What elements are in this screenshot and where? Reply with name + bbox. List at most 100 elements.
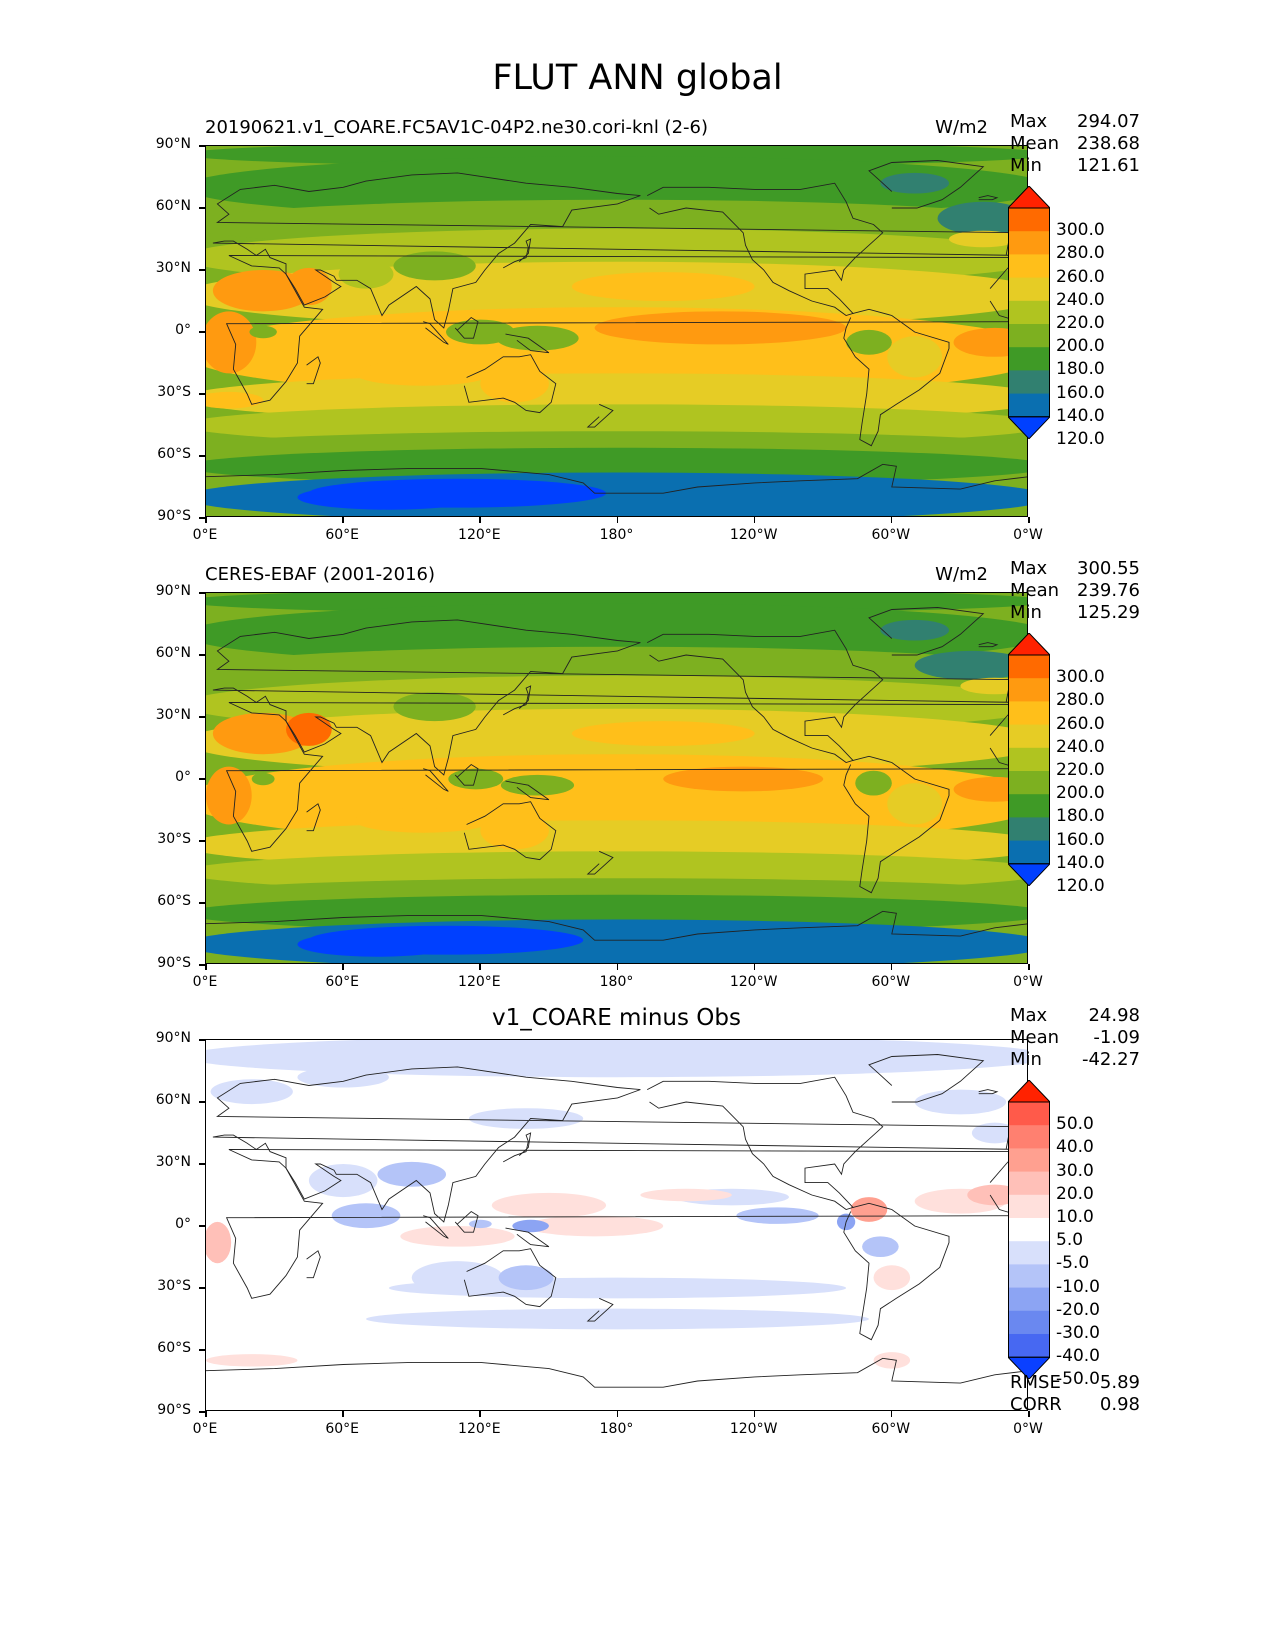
lon-tick-mark <box>890 1411 893 1417</box>
colorbar-svg <box>1006 1079 1052 1380</box>
field-contour <box>400 1226 515 1247</box>
lon-tick-label: 0°W <box>1013 1421 1043 1437</box>
coastline-iceland <box>978 1089 999 1095</box>
coastline-samerica <box>843 1202 950 1341</box>
field-contour <box>206 311 257 374</box>
lon-tick-label: 120°W <box>729 1421 778 1437</box>
lon-tick-label: 60°E <box>325 1421 359 1437</box>
field-contour <box>249 325 277 339</box>
lat-tick-mark <box>199 1039 205 1041</box>
field-contour <box>526 1215 664 1237</box>
coastline-africa <box>225 702 1021 852</box>
lon-tick-label: 120°W <box>729 527 778 543</box>
panel-2-title: CERES-EBAF (2001-2016) <box>205 564 436 585</box>
colorbar-tick-label: 220.0 <box>1056 313 1105 333</box>
colorbar-tick-label: 160.0 <box>1056 382 1105 403</box>
field-contour <box>914 1089 1007 1115</box>
lat-tick-mark <box>199 778 205 780</box>
coastline-antarctica <box>206 463 1027 494</box>
field-contour <box>880 619 949 641</box>
lat-tick-mark <box>199 964 205 966</box>
lon-tick-mark <box>342 964 344 970</box>
lat-tick-label: 0° <box>175 769 191 785</box>
panel-1-title: 20190621.v1_COARE.FC5AV1C-04P2.ne30.cori… <box>205 117 708 138</box>
field-contour <box>491 1192 607 1218</box>
field-contour <box>286 267 332 306</box>
stat-label: RMSE <box>1010 1372 1061 1393</box>
stat-value: 294.07 <box>1077 111 1140 132</box>
colorbar-tick-label: 160.0 <box>1056 829 1105 850</box>
lon-tick-mark <box>1028 517 1030 523</box>
lat-tick-mark <box>199 902 205 904</box>
field-contour <box>411 1261 504 1295</box>
coastline-madagascar <box>306 356 321 385</box>
field-contour <box>366 1308 869 1330</box>
stat-row: Mean 239.76 <box>1010 580 1140 602</box>
coastline-sumatra <box>423 1215 449 1239</box>
stat-row: Min 121.61 <box>1010 155 1140 177</box>
panel-2-stats: Max 300.55 Mean 239.76 Min 125.29 <box>1010 558 1140 624</box>
lon-tick-label: 180° <box>599 527 634 543</box>
lat-tick-mark <box>199 1287 205 1289</box>
lat-tick-mark <box>199 1101 205 1103</box>
stat-label: Max <box>1010 558 1048 579</box>
stat-row: Min -42.27 <box>1010 1049 1140 1071</box>
colorbar-segment <box>1008 701 1050 726</box>
lon-tick-label: 120°E <box>458 527 501 543</box>
colorbar-tick-label: 200.0 <box>1056 783 1105 804</box>
lat-tick-mark <box>199 145 205 147</box>
lat-tick-label: 60°S <box>157 893 191 909</box>
field-contour <box>206 1221 232 1264</box>
lon-tick-label: 0°W <box>1013 527 1043 543</box>
coastline-japan <box>502 1132 532 1163</box>
stat-value: -42.27 <box>1081 1049 1140 1070</box>
field-contour <box>448 768 504 790</box>
stat-label: Max <box>1010 111 1048 132</box>
coastline-australia <box>463 354 557 414</box>
lat-tick-label: 60°S <box>157 1340 191 1356</box>
stat-value: 24.98 <box>1088 1005 1140 1026</box>
field-contour <box>855 770 892 796</box>
stat-value: 238.68 <box>1077 133 1140 154</box>
colorbar-extend-max <box>1006 1079 1052 1103</box>
coastline-borneo <box>454 316 479 339</box>
coastline-samerica <box>843 308 950 447</box>
colorbar-segment <box>1008 300 1050 325</box>
field-contour <box>286 712 332 746</box>
field-contour <box>873 1352 911 1369</box>
colorbar-tick-label: -5.0 <box>1056 1253 1090 1274</box>
colorbar-segment <box>1008 840 1050 865</box>
lat-tick-mark <box>199 1163 205 1165</box>
lat-tick-mark <box>199 654 205 656</box>
panel-2-colorbar: 300.0 280.0 260.0 240.0 220.0 200.0 180.0 160.0… <box>1006 632 1105 896</box>
lon-tick-label: 60°W <box>871 1421 911 1437</box>
colorbar-tick-label: 200.0 <box>1056 336 1105 357</box>
colorbar-tick-label: 20.0 <box>1056 1183 1094 1204</box>
field-contour <box>640 1188 732 1202</box>
colorbar-segment <box>1008 724 1050 749</box>
colorbar-segment <box>1008 1125 1050 1149</box>
colorbar-tick-label: 40.0 <box>1056 1137 1094 1158</box>
field-contour <box>736 1207 819 1224</box>
field-contour <box>297 931 458 957</box>
field-contour <box>571 272 755 301</box>
stat-label: Mean <box>1010 580 1060 601</box>
lon-tick-mark <box>753 964 756 970</box>
stat-label: Max <box>1010 1005 1048 1026</box>
field-contour <box>887 783 943 825</box>
coastline-antarctica <box>206 1357 1027 1388</box>
colorbar-tick-label: 240.0 <box>1056 289 1105 310</box>
colorbar-tick-label: 5.0 <box>1056 1230 1084 1251</box>
lon-tick-label: 0°E <box>192 974 218 990</box>
colorbar-segment <box>1008 1287 1050 1312</box>
coastline-newguinea <box>505 333 550 354</box>
field-contour <box>873 1265 911 1291</box>
stat-value: 5.89 <box>1099 1372 1140 1393</box>
lon-tick-mark <box>205 964 207 970</box>
colorbar-tick-label: 140.0 <box>1056 405 1105 426</box>
stat-row: Max 24.98 <box>1010 1005 1140 1027</box>
colorbar-tick-label: 180.0 <box>1056 806 1105 827</box>
stat-row: Max 294.07 <box>1010 111 1140 133</box>
field-contour <box>862 1236 899 1257</box>
field-contour <box>480 812 549 850</box>
